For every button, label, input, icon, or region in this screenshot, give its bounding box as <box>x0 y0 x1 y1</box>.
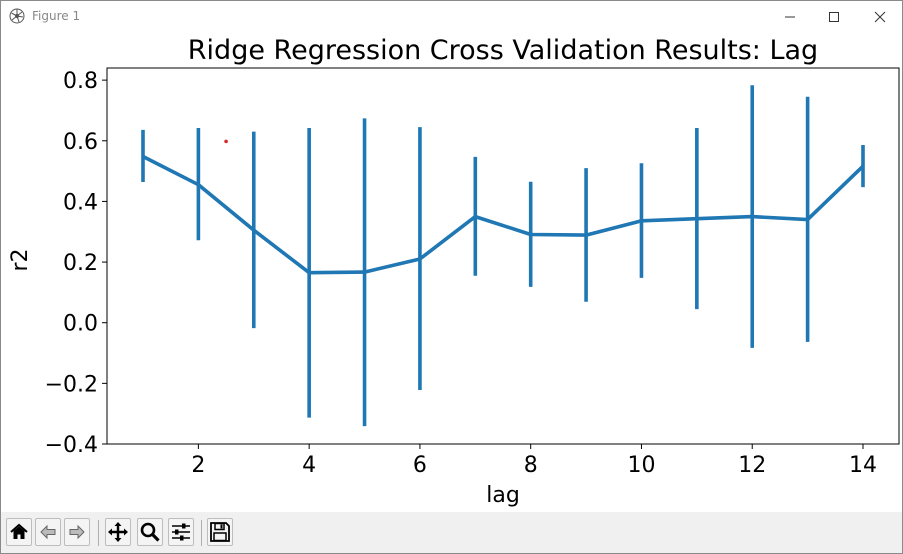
x-tick-label: 8 <box>524 453 538 478</box>
y-tick-label: 0.6 <box>63 130 98 155</box>
maximize-icon <box>829 11 839 22</box>
y-tick-label: 0.0 <box>63 312 98 337</box>
minimize-icon <box>785 16 795 17</box>
x-tick-label: 14 <box>849 453 877 478</box>
close-button[interactable] <box>857 1 902 32</box>
y-axis-label: r2 <box>8 248 33 271</box>
y-tick-label: 0.4 <box>63 190 98 215</box>
x-tick-label: 6 <box>413 453 427 478</box>
configure-subplots-button[interactable] <box>168 518 194 546</box>
forward-arrow-icon <box>69 524 85 540</box>
close-icon <box>874 11 886 22</box>
y-tick-label: 0.2 <box>63 251 98 276</box>
save-button[interactable] <box>207 518 233 546</box>
home-icon <box>10 523 28 539</box>
chart-canvas[interactable]: Ridge Regression Cross Validation Result… <box>1 32 902 511</box>
y-tick-label: 0.8 <box>63 69 98 94</box>
annotation-point <box>224 139 228 144</box>
x-tick-label: 2 <box>191 453 205 478</box>
sliders-icon <box>172 523 190 541</box>
maximize-button[interactable] <box>811 1 857 32</box>
minimize-button[interactable] <box>767 1 813 32</box>
forward-button[interactable] <box>64 518 90 546</box>
toolbar-separator <box>98 520 99 546</box>
x-axis-label: lag <box>486 483 520 508</box>
back-button[interactable] <box>35 518 61 546</box>
series-line <box>142 154 865 275</box>
window-title: Figure 1 <box>32 9 81 23</box>
x-tick-label: 10 <box>627 453 655 478</box>
plot-frame <box>106 67 900 445</box>
toolbar-separator <box>201 520 202 546</box>
x-tick-label: 12 <box>738 453 766 478</box>
back-arrow-icon <box>40 524 56 540</box>
home-button[interactable] <box>6 518 32 546</box>
x-tick-label: 4 <box>302 453 316 478</box>
y-tick-label: −0.4 <box>45 433 98 458</box>
move-icon <box>108 522 128 542</box>
save-icon <box>210 522 230 542</box>
matplotlib-app-icon <box>9 8 25 24</box>
pan-button[interactable] <box>105 518 131 546</box>
navigation-toolbar <box>1 512 902 553</box>
zoom-button[interactable] <box>137 518 163 546</box>
chart-title: Ridge Regression Cross Validation Result… <box>188 35 818 66</box>
title-bar: Figure 1 <box>1 1 902 32</box>
y-tick-label: −0.2 <box>45 372 98 397</box>
zoom-icon <box>140 522 160 542</box>
